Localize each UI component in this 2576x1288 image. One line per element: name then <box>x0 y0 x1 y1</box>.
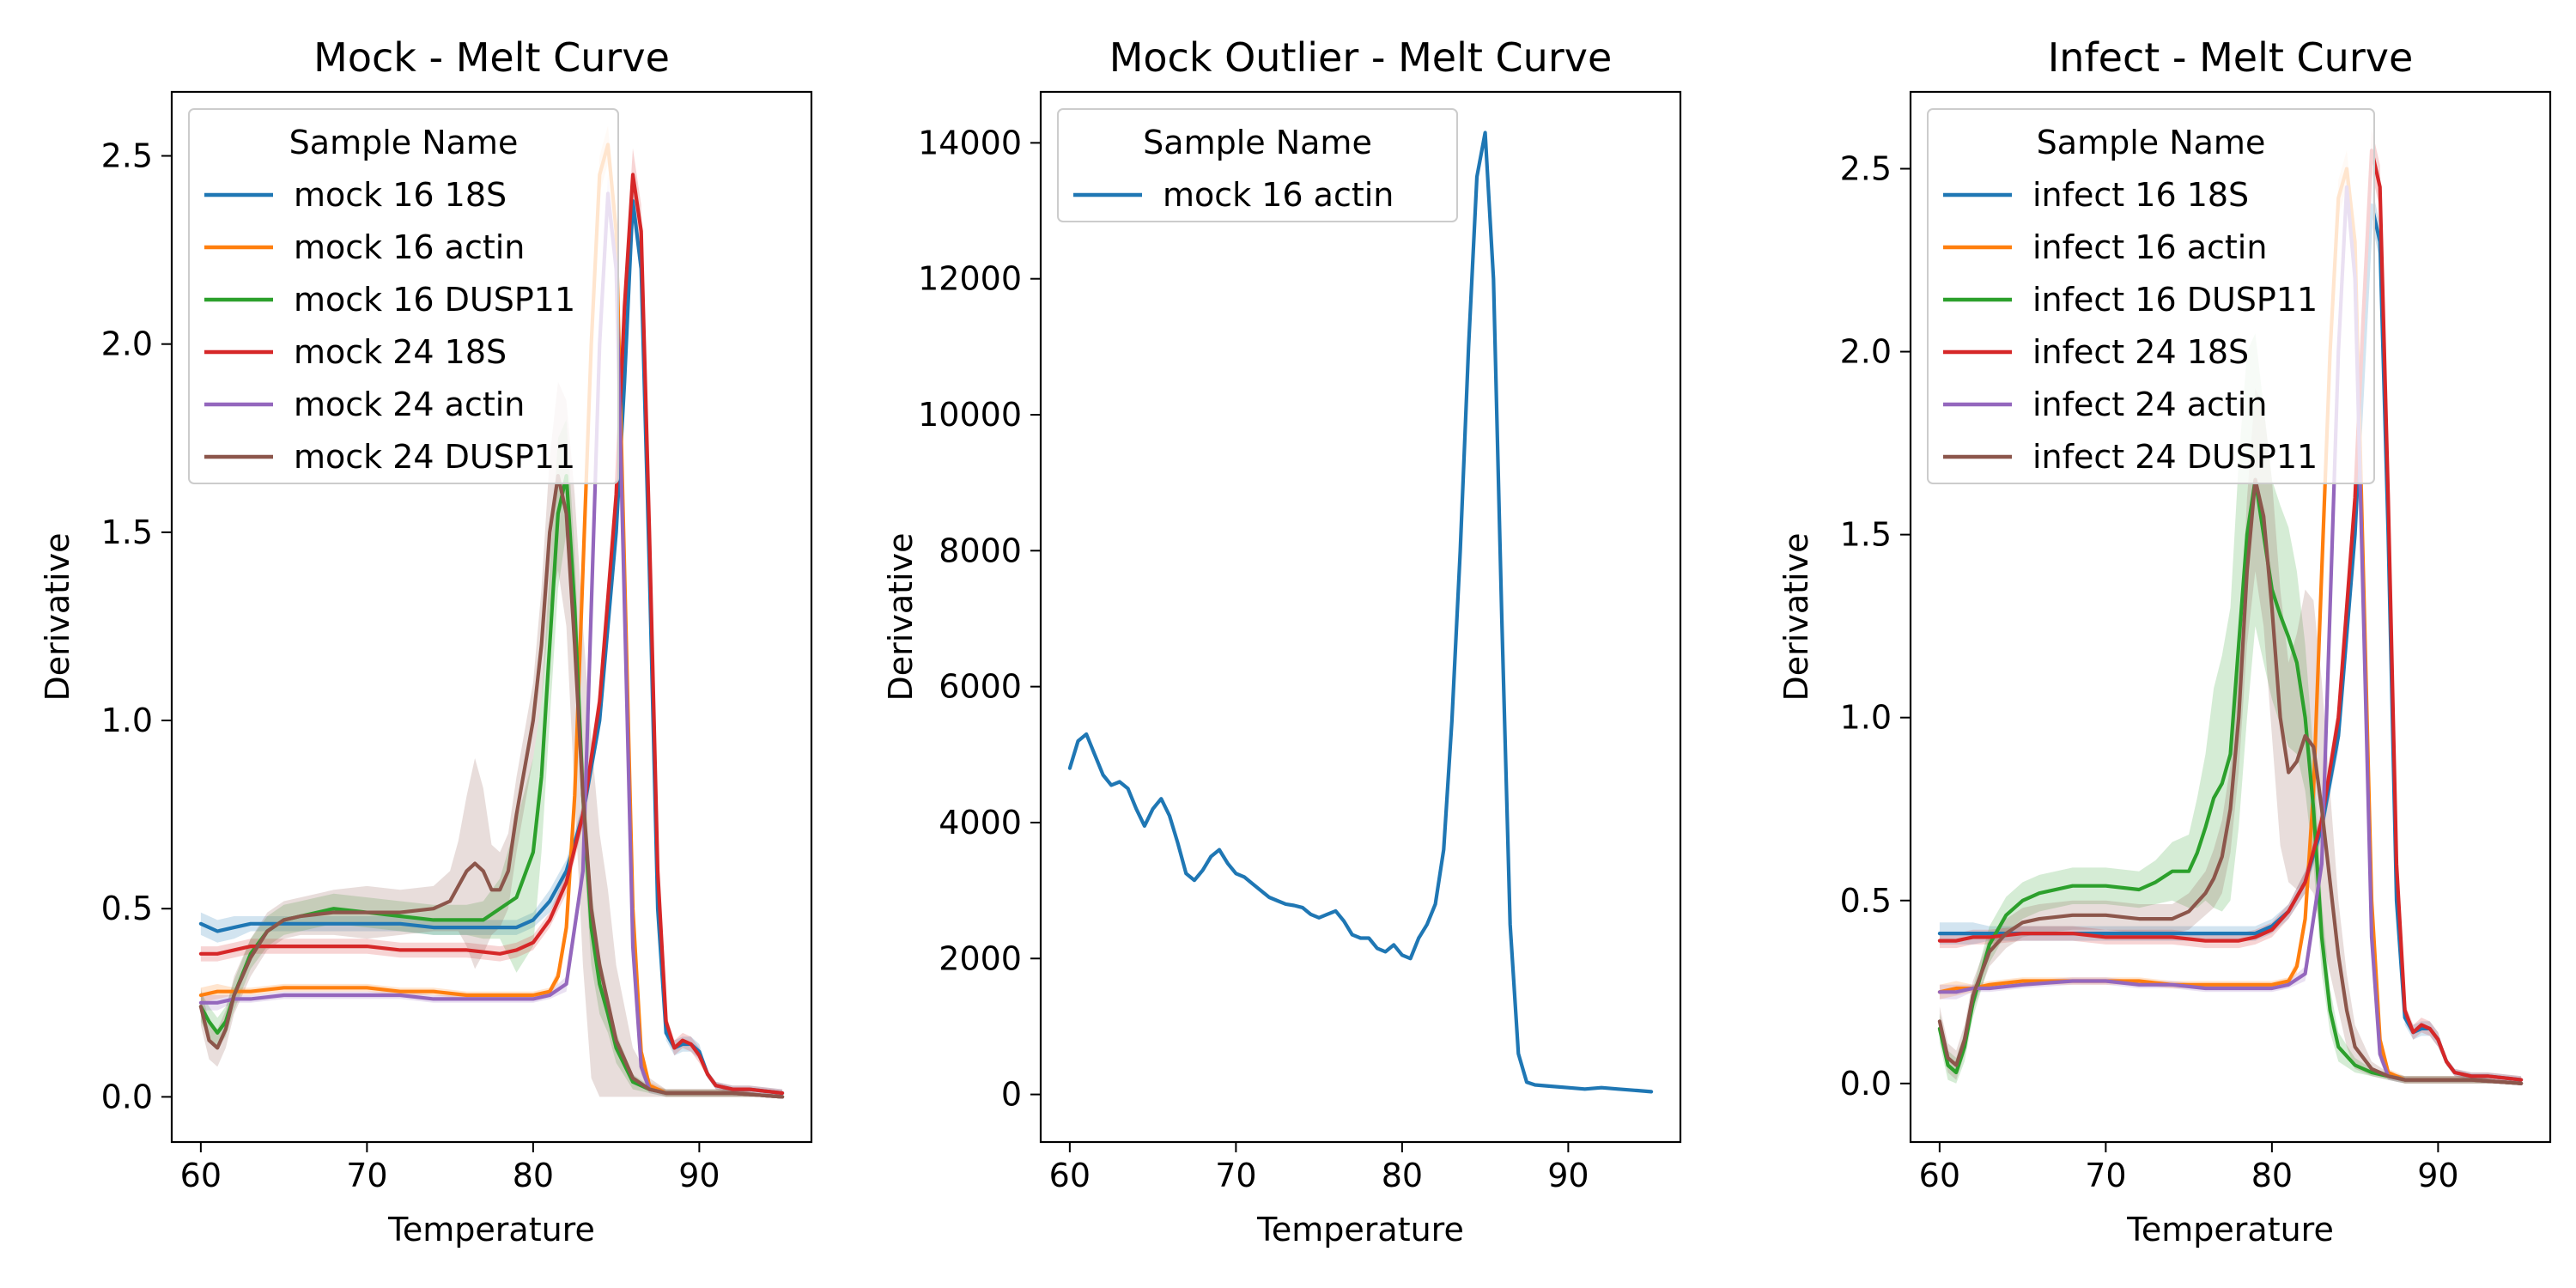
legend-title: Sample Name <box>1143 124 1372 161</box>
axes-frame <box>170 90 813 1144</box>
x-tick-label: 60 <box>1049 1157 1091 1194</box>
x-tick-label: 90 <box>678 1157 720 1194</box>
y-tick-label: 2.5 <box>1840 149 1892 187</box>
y-axis-label: Derivative <box>39 533 76 702</box>
series-band-3 <box>1939 333 2522 1084</box>
y-tick-label: 12000 <box>918 260 1022 298</box>
series-line-3 <box>1937 477 2524 1085</box>
series-band-6 <box>200 381 783 1097</box>
x-tick-label: 90 <box>1547 1157 1589 1194</box>
x-axis-label: Temperature <box>387 1211 595 1249</box>
y-tick-label: 2.5 <box>101 137 153 175</box>
x-tick-label: 70 <box>1215 1157 1256 1194</box>
series-band-6 <box>1939 388 2522 1084</box>
legend: Sample Name mock 16 actin <box>1057 108 1458 222</box>
plot-area <box>198 125 785 1099</box>
x-tick-label: 70 <box>2085 1157 2126 1194</box>
chart-panel-2: 60 70 80 90 0 2000 4000 6000 8000 10000 12000 14000… <box>882 34 1682 1249</box>
legend-entry-label: mock 16 actin <box>1163 176 1394 214</box>
plot-area <box>1067 131 1654 1094</box>
legend-entry-label: infect 24 18S <box>2032 333 2249 371</box>
legend-title: Sample Name <box>289 124 519 161</box>
axes-frame <box>1039 90 1682 1144</box>
y-tick-label: 0.0 <box>1840 1065 1892 1103</box>
x-axis-label: Temperature <box>2126 1211 2334 1249</box>
y-tick-label: 8000 <box>939 532 1022 569</box>
legend-entry-label: mock 24 DUSP11 <box>294 438 575 476</box>
series-line-5 <box>198 191 785 1099</box>
y-tick-label: 2.0 <box>1840 333 1892 371</box>
legend: Sample Name mock 16 18S mock 16 actin mock … <box>188 108 619 484</box>
legend: Sample Name infect 16 18S infect 16 actin i… <box>1927 108 2375 484</box>
x-tick-label: 80 <box>513 1157 554 1194</box>
legend-box <box>1057 108 1458 222</box>
chart-panel-3: 60 70 80 90 0.0 0.5 1.0 1.5 2.0 2.5 Infect - Melt … <box>1777 34 2552 1249</box>
y-tick-label: 1.5 <box>1840 516 1892 554</box>
chart-title: Mock Outlier - Melt Curve <box>1109 34 1613 81</box>
legend-entry-label: infect 24 DUSP11 <box>2032 438 2318 476</box>
y-tick-label: 0.5 <box>101 890 153 927</box>
legend-entry-label: infect 16 DUSP11 <box>2032 281 2318 319</box>
y-axis-label: Derivative <box>882 533 920 702</box>
legend-entry-label: infect 24 actin <box>2032 386 2267 423</box>
x-tick-label: 80 <box>2251 1157 2293 1194</box>
x-tick-label: 70 <box>346 1157 387 1194</box>
series-line-5 <box>1937 185 2524 1085</box>
legend-entry-label: infect 16 18S <box>2032 176 2249 214</box>
series-line-6 <box>1937 477 2524 1085</box>
y-tick-label: 10000 <box>918 396 1022 434</box>
chart-title: Infect - Melt Curve <box>2048 34 2414 81</box>
y-tick-label: 2000 <box>939 939 1022 977</box>
y-tick-label: 2.0 <box>101 325 153 363</box>
series-line-4 <box>1937 149 2524 1082</box>
x-tick-label: 80 <box>1382 1157 1423 1194</box>
x-tick-label: 60 <box>180 1157 222 1194</box>
legend-box <box>188 108 619 484</box>
y-tick-label: 6000 <box>939 668 1022 706</box>
legend-entry-label: mock 24 actin <box>294 386 525 423</box>
plot-area <box>1937 128 2524 1085</box>
legend-entry-label: mock 24 18S <box>294 333 507 371</box>
legend-title: Sample Name <box>2037 124 2266 161</box>
y-tick-label: 14000 <box>918 124 1022 161</box>
y-tick-label: 1.0 <box>101 702 153 739</box>
axes-frame <box>1909 90 2552 1144</box>
x-tick-label: 60 <box>1919 1157 1960 1194</box>
y-tick-label: 0 <box>1001 1076 1022 1114</box>
x-axis-label: Temperature <box>1256 1211 1464 1249</box>
chart-panel-1: 60 70 80 90 0.0 0.5 1.0 1.5 2.0 2.5 Mock - Melt Cu… <box>39 34 813 1249</box>
y-tick-label: 4000 <box>939 804 1022 841</box>
legend-entry-label: mock 16 18S <box>294 176 507 214</box>
series-line-6 <box>198 473 785 1099</box>
x-tick-label: 90 <box>2417 1157 2458 1194</box>
series-line-1 <box>1067 131 1654 1094</box>
series-line-3 <box>198 473 785 1099</box>
y-axis-label: Derivative <box>1777 533 1815 702</box>
y-tick-label: 1.5 <box>101 513 153 551</box>
chart-title: Mock - Melt Curve <box>313 34 670 81</box>
y-tick-label: 0.0 <box>101 1078 153 1115</box>
y-tick-label: 0.5 <box>1840 882 1892 920</box>
legend-entry-label: mock 16 DUSP11 <box>294 281 575 319</box>
legend-box <box>1927 108 2375 484</box>
legend-entry-label: infect 16 actin <box>2032 228 2267 266</box>
legend-entry-label: mock 16 actin <box>294 228 525 266</box>
y-tick-label: 1.0 <box>1840 699 1892 737</box>
series-line-4 <box>198 173 785 1096</box>
